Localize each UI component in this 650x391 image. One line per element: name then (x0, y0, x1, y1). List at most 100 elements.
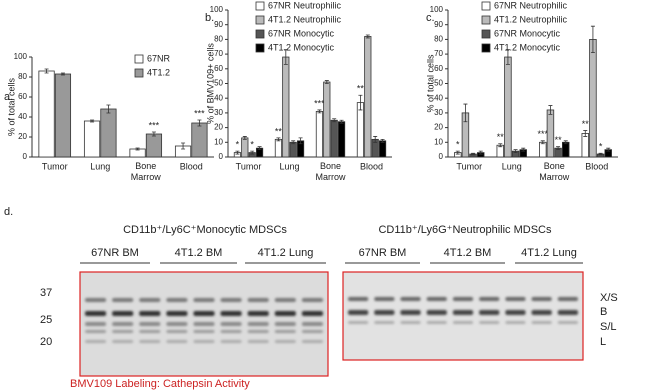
mw-marker: 37 (40, 287, 52, 299)
error-bar (358, 94, 363, 111)
y-tick-label: 80 (18, 72, 27, 81)
x-tick-label: Lung (502, 161, 522, 171)
band (400, 321, 421, 324)
x-tick-label: Lung (90, 161, 110, 171)
blot-title: CD11b⁺/Ly6C⁺Monocytic MDSCs (123, 224, 287, 236)
lane-group: 67NR BM (359, 247, 407, 259)
y-tick-label: 50 (214, 79, 223, 88)
legend-swatch (481, 15, 491, 25)
error-bar (235, 150, 240, 155)
error-bar (498, 143, 503, 148)
band (301, 311, 323, 316)
band (274, 322, 296, 326)
bar (330, 119, 338, 158)
y-tick-label: 40 (18, 112, 27, 121)
error-bar (44, 68, 49, 74)
legend-swatch (481, 1, 491, 11)
legend-swatch (255, 43, 265, 53)
band (557, 297, 578, 301)
error-bar (478, 150, 483, 155)
band (220, 298, 242, 302)
lane-group: 67NR BM (91, 247, 139, 259)
band (274, 330, 296, 333)
band (452, 310, 474, 315)
x-tick-label: Tumor (236, 161, 262, 171)
blot-title: CD11b⁺/Ly6G⁺Neutrophilic MDSCs (378, 224, 552, 236)
band (247, 322, 269, 326)
y-tick-label: 10 (214, 137, 223, 146)
band (557, 321, 578, 324)
band (247, 311, 269, 316)
legend-label: 4T1.2 Neutrophilic (494, 14, 568, 24)
bar (191, 122, 208, 158)
error-bar (60, 72, 65, 76)
band (479, 310, 500, 315)
band (85, 298, 107, 302)
significance: ** (357, 84, 365, 94)
y-tick-label: 20 (18, 132, 27, 141)
legend-label: 4T1.2 Neutrophilic (268, 14, 342, 24)
y-tick-label: 80 (214, 35, 223, 44)
y-tick-label: 90 (434, 20, 443, 29)
error-bar (332, 118, 337, 123)
band (301, 340, 323, 343)
error-bar (556, 146, 561, 151)
band (348, 297, 369, 301)
bands (85, 297, 578, 343)
lane-group: 4T1.2 Lung (258, 247, 314, 259)
error-bar (257, 146, 262, 151)
band-label: L (600, 336, 606, 348)
significance: * (456, 139, 460, 149)
band (193, 330, 215, 333)
band (220, 340, 242, 343)
band (139, 322, 161, 326)
y-tick-label: 0 (439, 152, 444, 161)
error-bar (471, 152, 476, 156)
band (193, 311, 215, 316)
band-label: S/L (600, 321, 617, 333)
y-tick-label: 80 (434, 35, 443, 44)
error-bar (283, 49, 288, 65)
band (220, 330, 242, 333)
x-tick-label: Tumor (456, 161, 482, 171)
error-bar (505, 49, 510, 65)
legend-label: 67NR Neutrophilic (494, 0, 568, 10)
band (193, 322, 215, 326)
y-tick-label: 30 (214, 108, 223, 117)
band (85, 330, 107, 333)
legend-label: 67NR (147, 53, 171, 63)
bar (581, 133, 590, 158)
significance: * (599, 142, 603, 152)
y-tick-label: 30 (434, 108, 443, 117)
error-bar (339, 119, 344, 124)
panel-label: c. (426, 12, 435, 24)
band (112, 298, 134, 302)
y-tick-label: 10 (434, 137, 443, 146)
y-tick-label: 100 (430, 5, 444, 14)
band (400, 297, 421, 301)
band (193, 298, 215, 302)
legend-label: 4T1.2 Monocytic (494, 42, 561, 52)
band (400, 310, 421, 315)
band (139, 298, 161, 302)
legend-swatch (134, 54, 144, 64)
error-bar (276, 137, 281, 142)
significance: ** (555, 135, 563, 145)
band (505, 310, 526, 315)
y-tick-label: 40 (214, 93, 223, 102)
error-bar (242, 136, 247, 140)
bar (364, 36, 372, 158)
error-bar (181, 142, 186, 150)
x-tick-label: Bone Marrow (315, 161, 346, 182)
error-bar (298, 137, 303, 145)
band (166, 311, 188, 316)
x-tick-label: Bone Marrow (539, 161, 570, 182)
legend-swatch (481, 29, 491, 39)
legend-label: 67NR Monocytic (268, 28, 335, 38)
band (452, 321, 474, 324)
bar (100, 108, 117, 158)
error-bar (324, 80, 329, 84)
error-bar (513, 149, 518, 153)
error-bar (151, 131, 156, 137)
panel-label: a. (4, 91, 13, 103)
